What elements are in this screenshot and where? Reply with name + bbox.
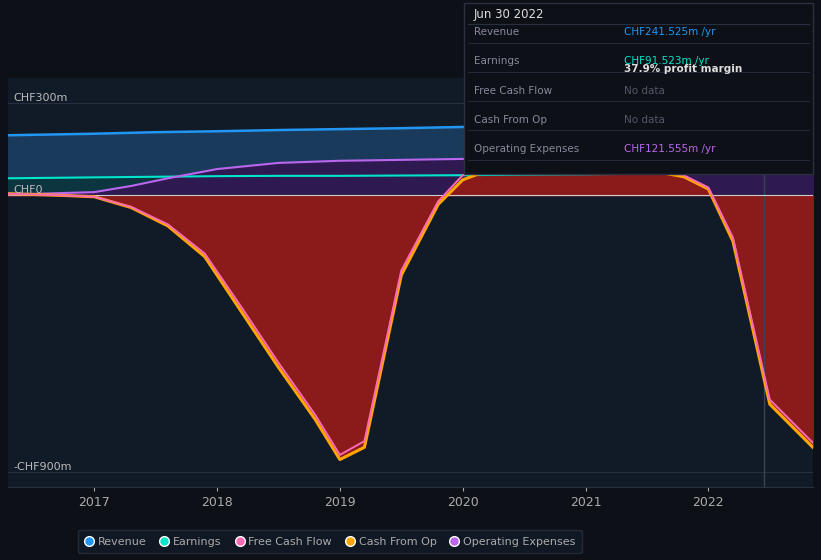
Text: No data: No data <box>624 115 665 125</box>
Text: No data: No data <box>624 86 665 96</box>
Text: Jun 30 2022: Jun 30 2022 <box>474 8 544 21</box>
Legend: Revenue, Earnings, Free Cash Flow, Cash From Op, Operating Expenses: Revenue, Earnings, Free Cash Flow, Cash … <box>78 530 582 553</box>
Text: CHF300m: CHF300m <box>13 93 67 103</box>
Text: Revenue: Revenue <box>474 27 519 38</box>
Text: CHF0: CHF0 <box>13 185 43 194</box>
Text: Free Cash Flow: Free Cash Flow <box>474 86 552 96</box>
Text: CHF91.523m /yr: CHF91.523m /yr <box>624 57 709 67</box>
Text: CHF121.555m /yr: CHF121.555m /yr <box>624 144 715 154</box>
Text: CHF241.525m /yr: CHF241.525m /yr <box>624 27 715 38</box>
Text: Operating Expenses: Operating Expenses <box>474 144 579 154</box>
Text: 37.9% profit margin: 37.9% profit margin <box>624 64 742 74</box>
Text: Cash From Op: Cash From Op <box>474 115 547 125</box>
Text: Earnings: Earnings <box>474 57 519 67</box>
Text: -CHF900m: -CHF900m <box>13 462 71 472</box>
